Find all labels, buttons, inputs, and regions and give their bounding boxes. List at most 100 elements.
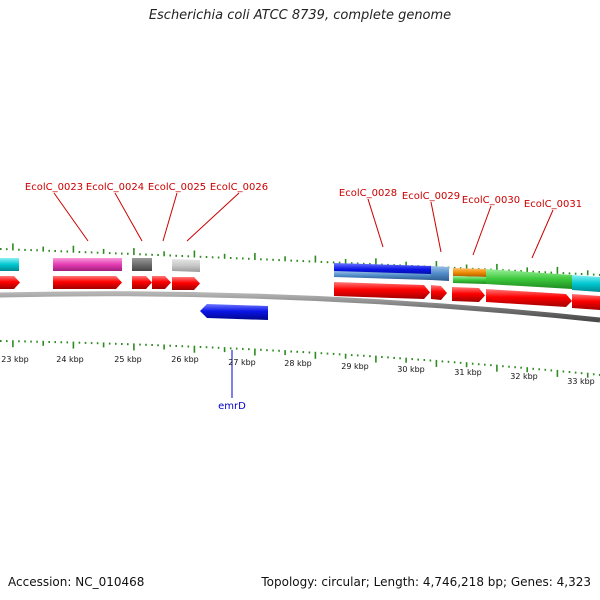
gene-feature-steel-blue[interactable] xyxy=(431,266,449,281)
tick-mark xyxy=(84,251,87,254)
tick-mark xyxy=(235,257,238,260)
gene-label-emrd[interactable]: emrD xyxy=(218,401,246,412)
tick-mark xyxy=(139,343,141,346)
tick-mark xyxy=(453,266,456,269)
tick-mark xyxy=(375,355,377,363)
tick-mark xyxy=(520,366,522,369)
tick-mark xyxy=(423,359,426,361)
tick-mark xyxy=(121,252,123,255)
tick-mark xyxy=(223,253,226,259)
axis-tick-labels: 23 kbp 24 kbp 25 kbp 26 kbp 27 kbp 28 kb… xyxy=(1,355,595,386)
tick-mark xyxy=(242,347,244,350)
gene-arrow-reverse-emrd[interactable] xyxy=(200,304,268,320)
tick-mark xyxy=(24,248,26,251)
tick-mark xyxy=(235,347,238,350)
tick-mark xyxy=(284,350,286,356)
tick-mark xyxy=(320,352,323,355)
tick-mark xyxy=(78,341,81,344)
gene-arrow-forward[interactable] xyxy=(431,285,447,300)
lower-tick-row xyxy=(0,340,600,378)
tick-mark xyxy=(520,270,522,273)
gene-feature-light-gray[interactable] xyxy=(172,259,200,272)
gene-label-ecolc-0031[interactable]: EcolC_0031 xyxy=(524,199,582,210)
gene-label-ecolc-0028[interactable]: EcolC_0028 xyxy=(339,188,397,199)
tick-mark xyxy=(133,248,135,256)
tick-mark xyxy=(121,343,123,345)
gene-feature-green-b[interactable] xyxy=(486,269,572,289)
tick-mark xyxy=(496,263,498,271)
gene-feature-dark-gray[interactable] xyxy=(132,258,152,271)
tick-mark xyxy=(102,248,105,254)
gene-feature-orange[interactable] xyxy=(453,268,486,277)
tick-mark xyxy=(532,367,534,370)
tick-mark xyxy=(405,357,407,363)
gene-arrow-forward[interactable] xyxy=(172,277,200,290)
gene-label-ecolc-0023[interactable]: EcolC_0023 xyxy=(25,182,83,193)
tick-mark xyxy=(30,340,32,343)
tick-mark xyxy=(163,344,165,350)
tick-mark xyxy=(508,269,510,272)
tick-mark xyxy=(477,363,480,366)
gene-label-ecolc-0025[interactable]: EcolC_0025 xyxy=(148,182,206,193)
gene-feature-cyan[interactable] xyxy=(0,258,19,271)
tick-mark xyxy=(90,342,93,345)
tick-mark xyxy=(556,266,559,274)
tick-mark xyxy=(568,272,571,275)
gene-label-ecolc-0024[interactable]: EcolC_0024 xyxy=(86,182,144,193)
tick-mark xyxy=(266,258,268,261)
tick-mark xyxy=(217,346,220,349)
tick-mark xyxy=(411,358,413,361)
gene-arrow-forward[interactable] xyxy=(572,294,600,310)
tick-mark xyxy=(526,267,528,273)
tick-mark xyxy=(435,261,438,269)
tick-mark xyxy=(592,273,595,276)
tick-mark xyxy=(66,341,69,344)
tick-mark xyxy=(290,350,292,353)
gene-feature-magenta[interactable] xyxy=(53,258,122,271)
tick-mark xyxy=(562,370,565,373)
gene-feature-blue-secondary[interactable] xyxy=(334,271,431,280)
tick-mark xyxy=(484,363,486,366)
gene-arrow-forward[interactable] xyxy=(132,276,152,289)
tick-mark xyxy=(344,353,347,359)
tick-mark xyxy=(260,348,262,351)
tick-mark xyxy=(326,352,329,355)
gene-arrow-forward[interactable] xyxy=(452,287,485,302)
gene-label-ecolc-0026[interactable]: EcolC_0026 xyxy=(210,182,268,193)
tick-mark xyxy=(48,341,50,343)
tick-mark xyxy=(169,254,171,257)
tick-mark xyxy=(562,272,565,275)
tick-mark xyxy=(242,257,244,260)
gene-arrow-forward[interactable] xyxy=(486,289,572,307)
tick-mark xyxy=(514,366,516,369)
gene-arrow-forward[interactable] xyxy=(334,282,430,299)
tick-mark xyxy=(127,252,129,255)
tick-mark xyxy=(526,367,528,373)
tick-mark xyxy=(314,351,317,359)
tick-mark xyxy=(502,365,504,368)
gene-arrow-forward[interactable] xyxy=(53,276,122,289)
tick-mark xyxy=(508,365,510,368)
genome-summary-text: Topology: circular; Length: 4,746,218 bp… xyxy=(261,575,591,589)
gene-feature-green-a[interactable] xyxy=(453,276,486,284)
tick-mark xyxy=(550,369,553,372)
tick-mark xyxy=(163,251,165,257)
gene-arrow-forward[interactable] xyxy=(152,276,171,289)
tick-mark xyxy=(248,348,250,351)
gene-label-ecolc-0030[interactable]: EcolC_0030 xyxy=(462,195,520,206)
tick-mark xyxy=(369,263,371,265)
gene-label-ecolc-0029[interactable]: EcolC_0029 xyxy=(402,191,460,202)
tick-mark xyxy=(181,255,184,257)
tick-mark xyxy=(187,345,190,348)
gene-feature-cyan-right[interactable] xyxy=(572,275,600,292)
tick-mark xyxy=(205,346,208,349)
tick-mark xyxy=(187,255,190,258)
tick-mark xyxy=(145,253,147,256)
tick-mark xyxy=(108,342,111,345)
gene-arrow-forward[interactable] xyxy=(0,276,20,289)
tick-mark xyxy=(574,371,577,374)
tick-mark xyxy=(363,262,365,265)
tick-mark xyxy=(350,262,353,265)
tick-mark xyxy=(290,259,292,262)
tick-mark xyxy=(314,255,317,263)
